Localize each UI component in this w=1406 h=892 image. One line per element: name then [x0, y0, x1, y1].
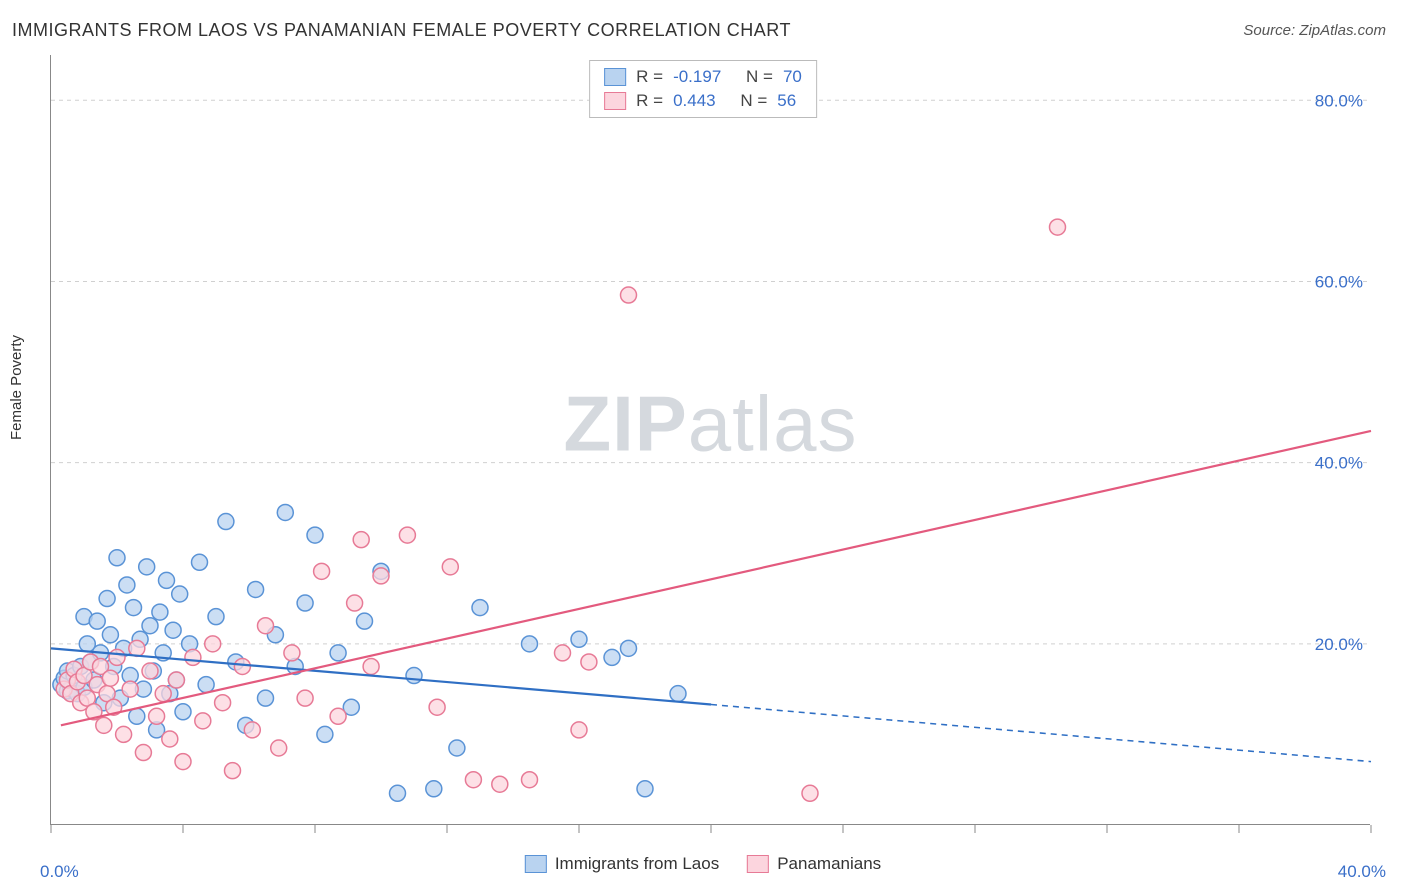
svg-text:80.0%: 80.0%	[1315, 91, 1363, 110]
legend-row-panama: R = 0.443 N = 56	[604, 89, 802, 113]
legend-label-laos: Immigrants from Laos	[555, 854, 719, 874]
n-value-panama: 56	[777, 91, 796, 111]
chart-title: IMMIGRANTS FROM LAOS VS PANAMANIAN FEMAL…	[12, 20, 791, 41]
r-value-panama: 0.443	[673, 91, 716, 111]
source-attribution: Source: ZipAtlas.com	[1243, 22, 1386, 39]
y-axis-label: Female Poverty	[8, 335, 25, 440]
legend-swatch-panama-icon	[747, 855, 769, 873]
scatter-svg: 20.0% 40.0% 60.0% 80.0%	[51, 55, 1371, 825]
n-value-laos: 70	[783, 67, 802, 87]
source-name: ZipAtlas.com	[1299, 22, 1386, 39]
legend-swatch-panama	[604, 92, 626, 110]
svg-text:60.0%: 60.0%	[1315, 272, 1363, 291]
plot-area: ZIPatlas 20.0%40.0%60.0%80.0%	[50, 55, 1370, 825]
source-label: Source:	[1243, 22, 1295, 39]
x-tick-label-min: 0.0%	[40, 862, 79, 882]
r-label: R =	[636, 91, 663, 111]
chart-container: IMMIGRANTS FROM LAOS VS PANAMANIAN FEMAL…	[0, 0, 1406, 892]
n-label: N =	[746, 67, 773, 87]
legend-swatch-laos	[604, 68, 626, 86]
legend-item-laos: Immigrants from Laos	[525, 854, 719, 874]
svg-text:40.0%: 40.0%	[1315, 454, 1363, 473]
svg-text:20.0%: 20.0%	[1315, 635, 1363, 654]
legend-row-laos: R = -0.197 N = 70	[604, 65, 802, 89]
legend-swatch-laos-icon	[525, 855, 547, 873]
series-legend: Immigrants from Laos Panamanians	[525, 854, 881, 874]
r-label: R =	[636, 67, 663, 87]
r-value-laos: -0.197	[673, 67, 721, 87]
legend-label-panama: Panamanians	[777, 854, 881, 874]
legend-item-panama: Panamanians	[747, 854, 881, 874]
x-tick-label-max: 40.0%	[1338, 862, 1386, 882]
n-label: N =	[740, 91, 767, 111]
correlation-legend: R = -0.197 N = 70 R = 0.443 N = 56	[589, 60, 817, 118]
